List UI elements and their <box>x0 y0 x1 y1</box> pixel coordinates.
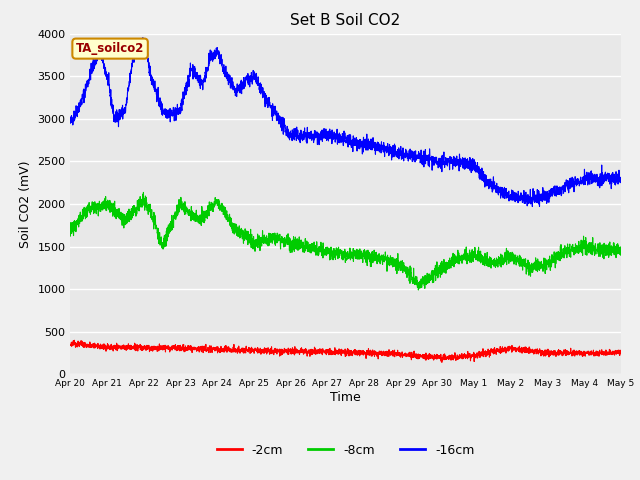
Legend: -2cm, -8cm, -16cm: -2cm, -8cm, -16cm <box>212 439 479 462</box>
Title: Set B Soil CO2: Set B Soil CO2 <box>291 13 401 28</box>
Text: TA_soilco2: TA_soilco2 <box>76 42 144 55</box>
X-axis label: Time: Time <box>330 391 361 404</box>
Y-axis label: Soil CO2 (mV): Soil CO2 (mV) <box>19 160 32 248</box>
